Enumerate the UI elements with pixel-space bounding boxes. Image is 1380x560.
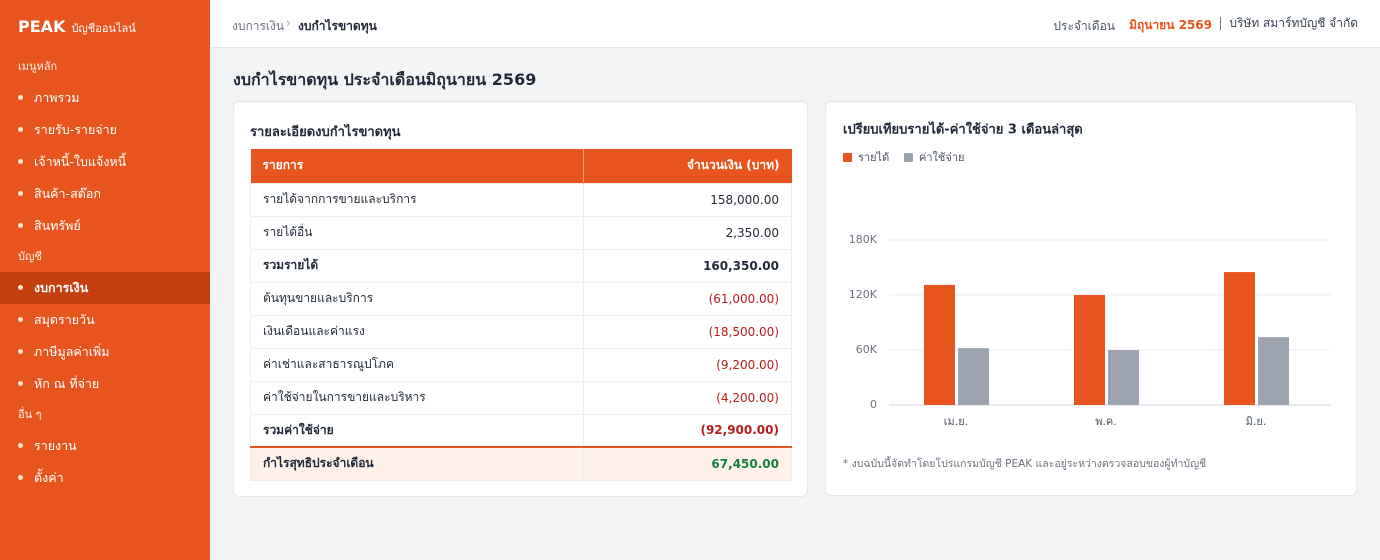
menu-item[interactable]: รายงาน bbox=[0, 430, 210, 462]
table-cell: 160,350.00 bbox=[583, 248, 792, 283]
y-tick-label: 60K bbox=[856, 343, 878, 356]
table-cell: รวมค่าใช้จ่าย bbox=[249, 413, 585, 448]
pl-table: รายการ จำนวนเงิน (บาท) รายได้จากการขายและบ… bbox=[249, 149, 792, 481]
table-cell: (4,200.00) bbox=[583, 380, 792, 415]
y-tick-label: 180K bbox=[849, 233, 878, 246]
menu-item[interactable]: ภาพรวม bbox=[0, 82, 210, 114]
breadcrumb-parent[interactable]: งบการเงิน bbox=[232, 19, 285, 33]
page-title: งบกำไรขาดทุน ประจำเดือนมิถุนายน 2569 bbox=[233, 70, 537, 89]
menu-item[interactable]: ภาษีมูลค่าเพิ่ม bbox=[0, 336, 210, 368]
menu-section: เมนูหลัก bbox=[18, 60, 58, 73]
menu-item[interactable]: สมุดรายวัน bbox=[0, 304, 210, 336]
table-cell: กำไรสุทธิประจำเดือน bbox=[249, 446, 585, 481]
table-row: รายได้อื่น 2,350.00 bbox=[249, 215, 792, 250]
table-row: รวมค่าใช้จ่าย (92,900.00) bbox=[249, 413, 792, 448]
table-row: รายได้จากการขายและบริการ 158,000.00 bbox=[249, 182, 792, 217]
menu-item[interactable]: สินทรัพย์ bbox=[0, 210, 210, 242]
table-row: ค่าเช่าและสาธารณูปโภค (9,200.00) bbox=[249, 347, 792, 382]
legend-label: ค่าใช้จ่าย bbox=[919, 151, 964, 164]
table-cell: ค่าเช่าและสาธารณูปโภค bbox=[249, 347, 585, 382]
menu-item[interactable]: เจ้าหนี้-ใบแจ้งหนี้ bbox=[0, 146, 210, 178]
table-cell: เงินเดือนและค่าแรง bbox=[249, 314, 585, 349]
period[interactable]: มิถุนายน 2569 bbox=[1129, 18, 1212, 32]
y-tick-label: 120K bbox=[849, 288, 878, 301]
bar bbox=[958, 348, 989, 405]
table-row: เงินเดือนและค่าแรง (18,500.00) bbox=[249, 314, 792, 349]
x-tick-label: พ.ค. bbox=[1095, 415, 1117, 428]
bar bbox=[924, 284, 955, 405]
table-cell: 67,450.00 bbox=[583, 446, 792, 481]
menu-section: อื่น ๆ bbox=[18, 408, 42, 421]
column-header: รายการ bbox=[250, 149, 585, 183]
table-cell: 158,000.00 bbox=[583, 182, 792, 217]
company: บริษัท สมาร์ทบัญชี จำกัด bbox=[1220, 17, 1358, 30]
menu-item[interactable]: ตั้งค่า bbox=[0, 462, 210, 494]
menu-section: บัญชี bbox=[18, 250, 42, 263]
table-cell: (9,200.00) bbox=[583, 347, 792, 382]
bar bbox=[1224, 272, 1255, 405]
legend-label: รายได้ bbox=[858, 151, 889, 164]
table-row: รวมรายได้ 160,350.00 bbox=[249, 248, 792, 283]
table-cell: รายได้จากการขายและบริการ bbox=[249, 182, 585, 217]
bar bbox=[1108, 350, 1139, 405]
brand-tagline: บัญชีออนไลน์ bbox=[71, 22, 136, 35]
table-cell: (92,900.00) bbox=[583, 413, 792, 448]
legend-swatch bbox=[843, 153, 852, 162]
table-row: กำไรสุทธิประจำเดือน 67,450.00 bbox=[249, 446, 792, 481]
brand: PEAK บัญชีออนไลน์ bbox=[18, 17, 136, 37]
x-tick-label: เม.ย. bbox=[944, 415, 968, 428]
table-cell: ค่าใช้จ่ายในการขายและบริหาร bbox=[249, 380, 585, 415]
chart-note: * งบฉบับนี้จัดทำโดยโปรแกรมบัญชี PEAK และ… bbox=[843, 456, 1206, 470]
header: งบการเงิน › งบกำไรขาดทุน ประจำเดือน มิถุ… bbox=[210, 0, 1380, 48]
table-cell: 2,350.00 bbox=[583, 215, 792, 250]
table-cell: รวมรายได้ bbox=[249, 248, 585, 283]
chart: เปรียบเทียบรายได้-ค่าใช้จ่าย 3 เดือนล่าส… bbox=[843, 121, 1331, 470]
table-cell: (61,000.00) bbox=[583, 281, 792, 316]
menu-item[interactable]: หัก ณ ที่จ่าย bbox=[0, 368, 210, 400]
period-label: ประจำเดือน bbox=[1053, 19, 1115, 33]
table-card: รายละเอียดงบกำไรขาดทุน รายการ จำนวนเงิน (… bbox=[233, 101, 808, 497]
bar bbox=[1074, 295, 1105, 405]
sidebar: PEAK บัญชีออนไลน์ เมนูหลักภาพรวม รายรับ-รา… bbox=[0, 0, 210, 560]
table-cell: ต้นทุนขายและบริการ bbox=[249, 281, 585, 316]
menu: เมนูหลักภาพรวม รายรับ-รายจ่าย เจ้าหนี้-ใบแ… bbox=[0, 52, 210, 494]
menu-item[interactable]: งบการเงิน bbox=[0, 272, 210, 304]
brand-name: PEAK bbox=[18, 17, 66, 36]
chart-title: เปรียบเทียบรายได้-ค่าใช้จ่าย 3 เดือนล่าส… bbox=[843, 121, 1083, 138]
table-row: ค่าใช้จ่ายในการขายและบริหาร (4,200.00) bbox=[249, 380, 792, 415]
x-tick-label: มิ.ย. bbox=[1246, 415, 1267, 428]
breadcrumb-sep: › bbox=[286, 16, 291, 30]
table-cell: (18,500.00) bbox=[583, 314, 792, 349]
table-header: รายการ จำนวนเงิน (บาท) bbox=[250, 149, 792, 183]
table-cell: รายได้อื่น bbox=[249, 215, 585, 250]
breadcrumb-current: งบกำไรขาดทุน bbox=[298, 19, 377, 33]
menu-item[interactable]: รายรับ-รายจ่าย bbox=[0, 114, 210, 146]
column-header: จำนวนเงิน (บาท) bbox=[583, 149, 792, 183]
chart-card: เปรียบเทียบรายได้-ค่าใช้จ่าย 3 เดือนล่าส… bbox=[825, 101, 1357, 496]
table-title: รายละเอียดงบกำไรขาดทุน bbox=[250, 125, 401, 140]
table-row: ต้นทุนขายและบริการ (61,000.00) bbox=[249, 281, 792, 316]
menu-item[interactable]: สินค้า-สต๊อก bbox=[0, 178, 210, 210]
legend-swatch bbox=[904, 153, 913, 162]
y-tick-label: 0 bbox=[870, 398, 877, 411]
bar bbox=[1258, 337, 1289, 405]
